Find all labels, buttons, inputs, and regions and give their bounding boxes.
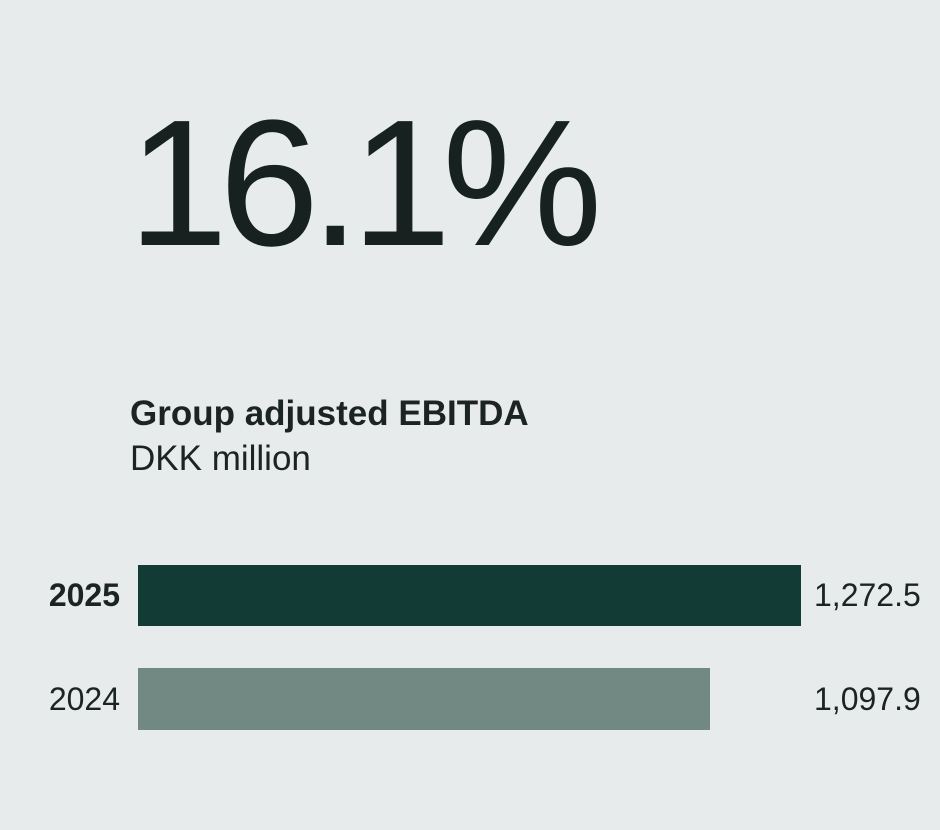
bar-chart: 2025 1,272.5 2024 1,097.9: [0, 565, 940, 730]
bar-row-2024: 2024 1,097.9: [0, 668, 940, 730]
bar-track-2024: [138, 668, 801, 730]
bar-row-2025: 2025 1,272.5: [0, 565, 940, 626]
bar-value-2024: 1,097.9: [814, 680, 921, 717]
bar-track-2025: [138, 565, 801, 626]
bar-label-2025: 2025: [48, 577, 120, 613]
bar-2024: [138, 668, 711, 730]
chart-title: Group adjusted EBITDA: [130, 394, 529, 433]
bar-label-2024: 2024: [48, 680, 120, 717]
kpi-headline-percentage: 16.1%: [128, 83, 602, 284]
chart-title-block: Group adjusted EBITDA DKK million: [130, 391, 529, 481]
chart-subtitle-unit: DKK million: [130, 439, 311, 478]
bar-2025: [138, 565, 801, 626]
bar-value-2025: 1,272.5: [814, 577, 921, 613]
